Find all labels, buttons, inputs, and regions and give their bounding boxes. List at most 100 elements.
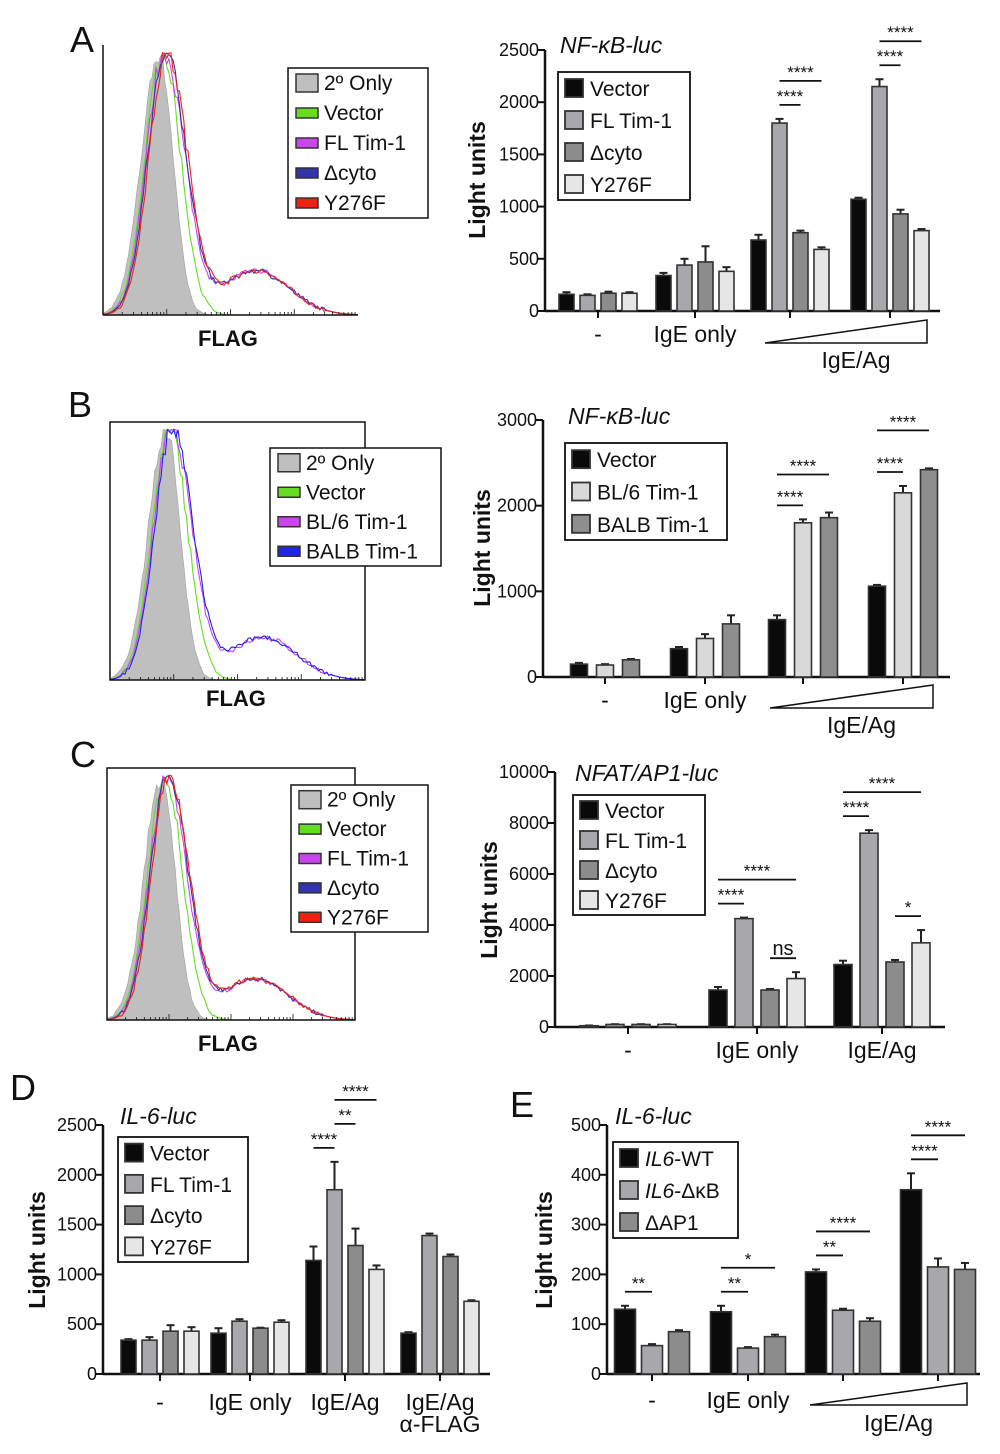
legend-label-italic: IL6 — [645, 1180, 675, 1203]
legend-swatch — [619, 1148, 639, 1168]
legend-swatch — [564, 78, 584, 98]
legend-swatch — [124, 1173, 144, 1194]
bar — [893, 492, 913, 678]
bar — [771, 122, 788, 312]
bar — [793, 521, 813, 678]
legend-label: ΔAP1 — [645, 1212, 699, 1235]
significance-label: ns — [772, 938, 793, 960]
chart-title: NF-κB-luc — [568, 403, 671, 429]
y-tick-label: 2000 — [497, 496, 537, 516]
legend-box — [287, 67, 429, 219]
y-tick-label: 500 — [571, 1115, 601, 1135]
legend-swatch — [277, 545, 301, 557]
legend-swatch — [295, 197, 319, 209]
x-tick-label: IgE only — [715, 1037, 799, 1063]
legend-label: Δcyto — [327, 877, 380, 900]
legend-swatch — [619, 1180, 639, 1200]
legend: Vector FL Tim-1 Δcyto Y276F — [572, 794, 706, 916]
legend: Vector FL Tim-1 Δcyto Y276F — [557, 71, 691, 201]
legend-swatch — [571, 481, 591, 502]
significance-label: **** — [843, 798, 870, 817]
histogram-curve — [109, 428, 366, 681]
bar — [252, 1327, 269, 1375]
y-tick-label: 100 — [571, 1314, 601, 1334]
bar — [210, 1332, 227, 1375]
y-tick-label: 0 — [539, 1017, 549, 1037]
bar — [911, 942, 931, 1028]
x-tick-label: - — [648, 1387, 656, 1413]
bar — [885, 961, 905, 1028]
legend-label: Δcyto — [324, 162, 377, 185]
bar — [734, 917, 754, 1028]
legend-swatch — [579, 830, 599, 850]
dose-ramp-triangle — [769, 684, 934, 709]
histogram-A-hist: FLAG 2º Only Vector FL Tim-1 Δcyto Y276F — [102, 45, 429, 351]
x-tick-label: IgE only — [706, 1387, 790, 1413]
legend: Vector FL Tim-1 Δcyto Y276F — [117, 1136, 249, 1263]
bar — [621, 292, 638, 312]
legend-label: Y276F — [150, 1236, 212, 1259]
bar — [718, 270, 735, 312]
histogram-curve — [102, 52, 359, 316]
legend-swatch — [124, 1142, 144, 1163]
legend-label: Δcyto — [590, 142, 643, 165]
bar — [273, 1321, 290, 1375]
bar-chart-C-bar: 0 2000 4000 6000 8000 10000 NFAT/AP1-luc Light … — [476, 760, 945, 1063]
y-tick-label: 1000 — [57, 1264, 97, 1284]
x-axis-label: FLAG — [198, 1031, 258, 1056]
bar-chart-D-bar: 0 500 1000 1500 2000 2500 IL-6-luc Light units -… — [24, 1082, 490, 1437]
legend-label: Y276F — [590, 174, 652, 197]
significance-label: **** — [890, 412, 917, 431]
y-tick-label: 1500 — [499, 144, 539, 164]
significance-label: **** — [911, 1141, 938, 1160]
bar-chart-E-bar: 0 100 200 300 400 500 IL-6-luc Light units - IgE … — [531, 1103, 980, 1436]
significance-label: * — [745, 1250, 752, 1269]
legend-swatch — [124, 1205, 144, 1226]
y-tick-label: 2000 — [499, 92, 539, 112]
significance-label: ** — [632, 1274, 646, 1293]
bar — [600, 292, 617, 312]
bar — [721, 623, 741, 678]
legend-swatch — [124, 1236, 144, 1257]
legend-label-italic: IL6 — [645, 1148, 675, 1171]
legend-swatch — [571, 513, 591, 534]
y-tick-label: 4000 — [509, 915, 549, 935]
bar — [579, 294, 596, 312]
bar — [850, 198, 867, 312]
bar — [141, 1339, 158, 1375]
bar — [231, 1320, 248, 1375]
bar-chart-B-bar: 0 1000 2000 3000 NF-κB-luc Light units - IgE on… — [469, 403, 950, 738]
y-tick-label: 500 — [67, 1314, 97, 1334]
bar — [953, 1268, 977, 1375]
y-axis-label: Light units — [24, 1191, 50, 1309]
legend-label: Vector — [605, 800, 665, 823]
legend-swatch — [298, 911, 322, 924]
x-tick-label-line: IgE/Ag — [405, 1389, 474, 1415]
legend-label: IL6-ΔκB — [645, 1180, 720, 1203]
bar — [708, 989, 728, 1028]
y-tick-label: 2000 — [57, 1165, 97, 1185]
y-tick-label: 200 — [571, 1264, 601, 1284]
bar — [736, 1347, 760, 1375]
bar — [697, 261, 714, 312]
legend-label: 2º Only — [324, 72, 393, 95]
legend-swatch — [295, 73, 319, 93]
bar — [655, 274, 672, 312]
significance-label: **** — [718, 886, 745, 905]
bar — [763, 1335, 787, 1375]
bar — [858, 1320, 882, 1375]
legend-swatch — [295, 167, 319, 179]
bar — [183, 1330, 200, 1375]
bar — [676, 264, 693, 312]
panel-letter-D: D — [10, 1067, 36, 1108]
bar — [831, 1309, 855, 1375]
bar — [695, 637, 715, 678]
y-axis-label: Light units — [476, 841, 502, 959]
y-tick-label: 500 — [509, 249, 539, 269]
y-tick-label: 1000 — [499, 197, 539, 217]
y-tick-label: 8000 — [509, 813, 549, 833]
legend-label: Y276F — [605, 890, 667, 913]
bar — [913, 229, 930, 312]
x-tick-label: IgE only — [208, 1389, 292, 1415]
dose-ramp-triangle — [764, 319, 928, 344]
